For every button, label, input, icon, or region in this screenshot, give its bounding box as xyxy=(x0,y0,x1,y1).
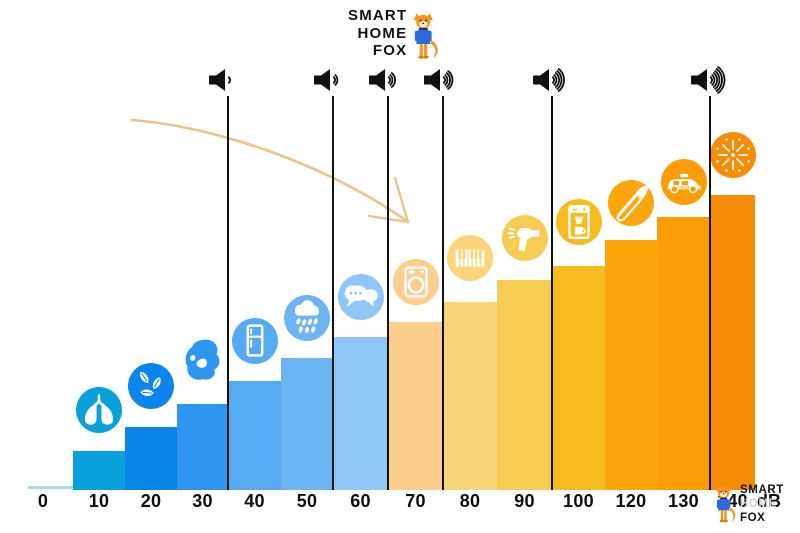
bar-10db xyxy=(73,451,125,490)
svg-text:POLIZEI: POLIZEI xyxy=(676,185,691,189)
axis-label-100: 100 xyxy=(563,491,594,511)
speaker-volume-icon xyxy=(313,66,355,94)
logo-line-smart: SMART xyxy=(348,7,408,24)
axis-label-20: 20 xyxy=(140,491,162,511)
zero-level-line xyxy=(28,486,73,489)
speaker-volume-icon xyxy=(423,66,465,94)
divider-line xyxy=(442,96,444,490)
leaves-icon xyxy=(128,363,174,409)
refrigerator-icon xyxy=(231,318,278,364)
trombone-icon xyxy=(608,180,654,226)
bar-50db xyxy=(281,358,333,490)
axis-label-0: 0 xyxy=(37,491,49,511)
logo-line-fox: FOX xyxy=(372,42,408,59)
smart-home-fox-watermark: SMART HOME FOX xyxy=(713,480,784,528)
lungs-icon xyxy=(76,387,122,433)
axis-label-30: 30 xyxy=(192,491,213,511)
bar-120db xyxy=(605,240,657,490)
bar-20db xyxy=(125,427,177,490)
smart-home-fox-logo: SMART HOME FOX xyxy=(348,7,440,64)
fox-mascot-icon xyxy=(713,480,737,528)
speaker-volume-icon xyxy=(368,66,410,94)
axis-unit-db: dB xyxy=(757,491,781,511)
bar-100db xyxy=(552,266,605,490)
police-car-icon: POLIZEI xyxy=(660,159,707,205)
bar-70db xyxy=(388,322,443,490)
watermark-line-home: HOME xyxy=(740,498,777,510)
fireworks-icon xyxy=(709,132,756,178)
watermark-line-fox: FOX xyxy=(740,512,766,524)
axis-label-130: 130 xyxy=(668,491,699,511)
axis-label-40: 40 xyxy=(244,491,265,511)
hair-dryer-icon xyxy=(501,215,548,261)
coffee-machine-icon xyxy=(555,199,602,245)
divider-line xyxy=(551,96,553,490)
divider-line xyxy=(227,96,229,490)
divider-line xyxy=(709,96,711,490)
divider-line xyxy=(387,96,389,490)
watermark-text: SMART HOME FOX xyxy=(740,483,784,525)
bar-60db xyxy=(333,337,388,490)
axis-label-60: 60 xyxy=(350,491,371,511)
axis-label-70: 70 xyxy=(405,491,426,511)
bar-130db xyxy=(657,217,710,490)
bar-140db xyxy=(710,195,755,490)
logo-line-home: HOME xyxy=(357,24,408,42)
rain-icon xyxy=(284,295,330,341)
bar-90db xyxy=(497,280,552,490)
axis-label-90: 90 xyxy=(514,491,535,511)
bar-40db xyxy=(228,381,281,490)
speech-bubbles-icon xyxy=(337,274,384,320)
speaker-volume-icon xyxy=(208,66,250,94)
bar-30db xyxy=(177,404,228,490)
bar-80db xyxy=(443,302,497,490)
axis-label-10: 10 xyxy=(88,491,110,511)
axis-label-80: 80 xyxy=(459,491,481,511)
axis-label-50: 50 xyxy=(296,491,318,511)
whisper-icon xyxy=(180,337,226,383)
washing-machine-icon xyxy=(392,259,439,305)
speaker-volume-icon xyxy=(532,66,574,94)
piano-icon xyxy=(447,235,493,281)
watermark-line-smart: SMART xyxy=(740,484,784,496)
speaker-volume-icon xyxy=(690,66,732,94)
fox-mascot-icon xyxy=(410,8,440,64)
axis-label-120: 120 xyxy=(615,491,647,511)
logo-text: SMART HOME FOX xyxy=(348,7,407,60)
divider-line xyxy=(332,96,334,490)
